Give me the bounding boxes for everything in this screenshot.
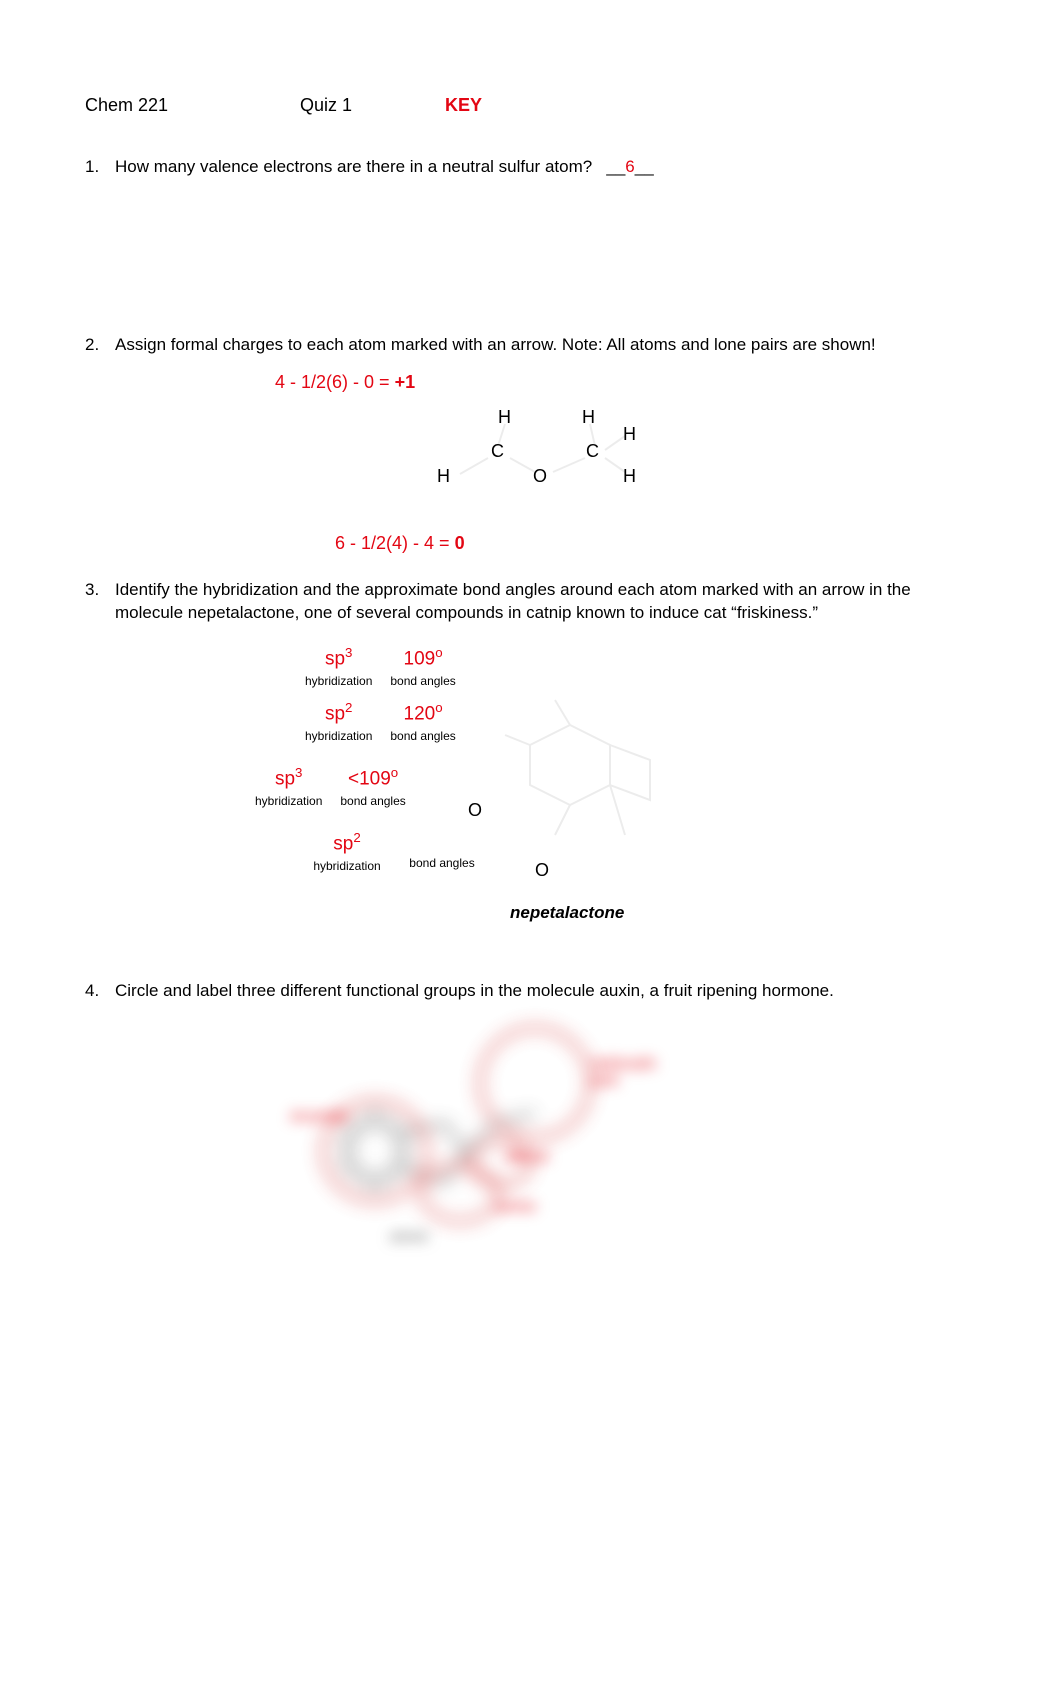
quiz-label: Quiz 1 [300,95,445,116]
q3-r4-hyb: sp2 hybridization [305,830,389,873]
q2-text: Assign formal charges to each atom marke… [115,334,977,357]
q3-row-3: sp3 hybridization <109o bond angles [255,765,406,808]
question-3: 3. Identify the hybridization and the ap… [85,579,977,625]
q3-structure [470,655,690,895]
q2-number: 2. [85,334,115,357]
q2-molecule: 4 - 1/2(6) - 0 = +1 H H H C C H O H 6 - … [85,369,977,549]
q3-text: Identify the hybridization and the appro… [115,579,977,625]
question-2: 2. Assign formal charges to each atom ma… [85,334,977,357]
q2-formula-top: 4 - 1/2(6) - 0 = +1 [275,372,415,393]
question-1: 1. How many valence electrons are there … [85,156,977,179]
q3-r3-hyb: sp3 hybridization [255,765,322,808]
q1-answer: 6 [625,157,634,176]
q3-r2-angle-label: bond angles [390,729,455,743]
q4-molecule: carboxylic acid Aromatic alkene amine ar… [235,1013,685,1283]
q4-structure-svg [235,1013,685,1273]
q4-label-aromatic: Aromatic [290,1108,349,1125]
q3-row-2: sp2 hybridization 120o bond angles [305,700,456,743]
q3-r1-angle-val: 109o [390,645,455,670]
q3-r3-angle: <109o bond angles [340,765,405,808]
q2-formula-bot-pre: 6 - 1/2(4) - 4 = [335,533,455,553]
q2-formula-bot-val: 0 [455,533,465,553]
q3-r2-hyb-label: hybridization [305,729,372,743]
q3-r2-hyb-val: sp2 [305,700,372,725]
q3-r4-angle: bond angles [407,830,477,870]
q3-number: 3. [85,579,115,625]
q3-oxygen-1: O [468,800,482,821]
q3-r1-hyb: sp3 hybridization [305,645,372,688]
q3-r4-angle-label: bond angles [407,856,477,870]
q3-row-4: sp2 hybridization bond angles [305,830,477,873]
question-4: 4. Circle and label three different func… [85,980,977,1003]
q2-formula-bottom: 6 - 1/2(4) - 4 = 0 [335,533,465,554]
q3-molecule-name: nepetalactone [510,903,624,923]
q2-structure-lines [440,414,650,504]
key-label: KEY [445,95,482,116]
q3-r3-hyb-val: sp3 [255,765,322,790]
q3-r1-angle: 109o bond angles [390,645,455,688]
q4-label-alkene: alkene [505,1148,549,1165]
q3-r3-hyb-label: hybridization [255,794,322,808]
q4-number: 4. [85,980,115,1003]
q1-underscore-r: __ [635,157,654,176]
q1-number: 1. [85,156,115,179]
q3-oxygen-2: O [535,860,549,881]
q4-label-carboxylic: carboxylic acid [590,1055,685,1089]
q1-prompt: How many valence electrons are there in … [115,157,592,176]
q2-formula-top-val: +1 [395,372,416,392]
q1-underscore-l: __ [606,157,625,176]
q3-answers-block: sp3 hybridization 109o bond angles sp2 h… [85,635,977,955]
course-label: Chem 221 [85,95,300,116]
q3-r4-hyb-label: hybridization [305,859,389,873]
header-row: Chem 221 Quiz 1 KEY [85,95,977,116]
q3-r1-hyb-val: sp3 [305,645,372,670]
q3-r2-hyb: sp2 hybridization [305,700,372,743]
q3-r1-angle-label: bond angles [390,674,455,688]
q3-r4-hyb-val: sp2 [305,830,389,855]
q3-row-1: sp3 hybridization 109o bond angles [305,645,456,688]
q3-r3-angle-val: <109o [340,765,405,790]
q1-text: How many valence electrons are there in … [115,156,977,179]
q3-r4-angle-val [407,830,477,852]
q1-answer-blank: __6__ [606,156,653,179]
q2-formula-top-pre: 4 - 1/2(6) - 0 = [275,372,395,392]
q3-r2-angle-val: 120o [390,700,455,725]
q4-label-arene: arene [390,1228,428,1245]
q3-r3-angle-label: bond angles [340,794,405,808]
q4-text: Circle and label three different functio… [115,980,977,1003]
q3-r1-hyb-label: hybridization [305,674,372,688]
q4-label-amine: amine [495,1198,536,1215]
q3-r2-angle: 120o bond angles [390,700,455,743]
